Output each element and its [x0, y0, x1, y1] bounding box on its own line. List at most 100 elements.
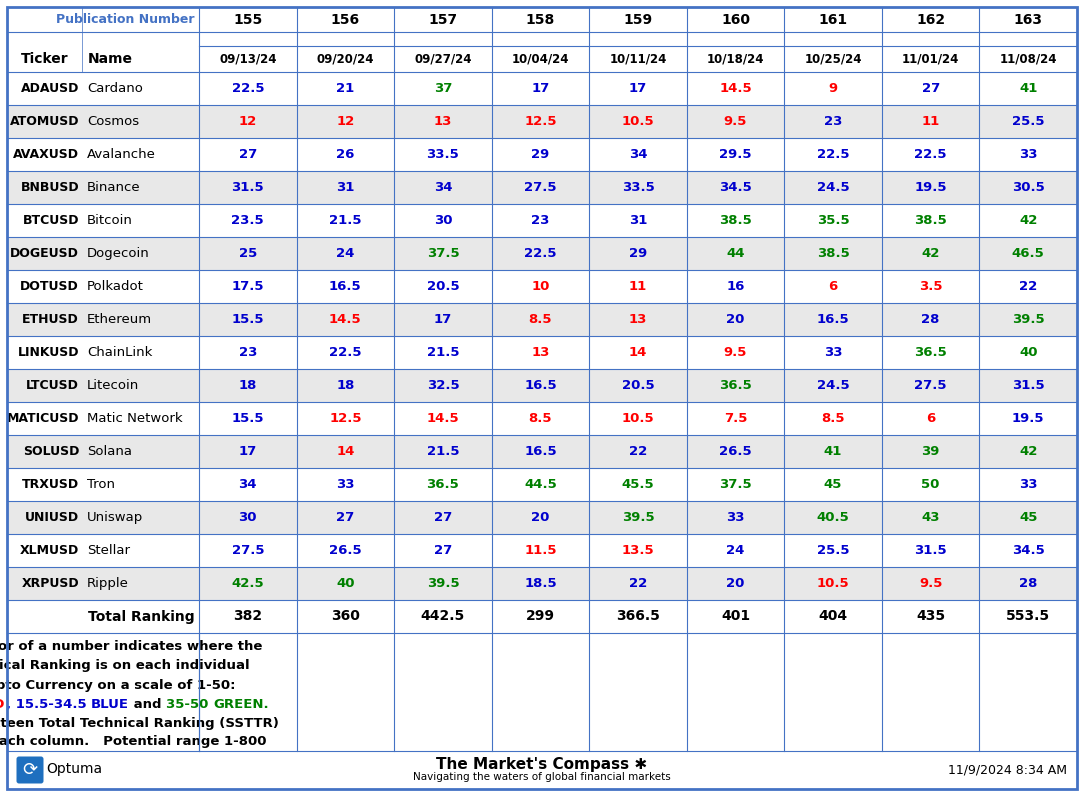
Text: 155: 155	[233, 12, 262, 27]
Text: 29: 29	[531, 148, 550, 161]
Text: 39.5: 39.5	[622, 511, 655, 524]
Text: 36.5: 36.5	[719, 379, 752, 392]
Text: 40: 40	[1019, 346, 1037, 359]
Text: Binance: Binance	[87, 181, 141, 194]
Text: TRXUSD: TRXUSD	[22, 478, 79, 491]
Text: Technical Ranking is on each individual: Technical Ranking is on each individual	[0, 659, 249, 672]
Text: 42: 42	[921, 247, 940, 260]
Bar	[7, 402, 1077, 435]
Bar	[7, 501, 1077, 534]
FancyBboxPatch shape	[16, 757, 43, 783]
Text: Cardano: Cardano	[87, 82, 143, 95]
Text: 382: 382	[233, 609, 262, 624]
Text: Ripple: Ripple	[87, 577, 129, 590]
Text: Tron: Tron	[87, 478, 115, 491]
Text: 34: 34	[238, 478, 257, 491]
Text: 50: 50	[921, 478, 940, 491]
Text: 30: 30	[434, 214, 452, 227]
Text: 27: 27	[434, 511, 452, 524]
Text: AVAXUSD: AVAXUSD	[13, 148, 79, 161]
Text: 18: 18	[336, 379, 354, 392]
Text: ATOMUSD: ATOMUSD	[10, 115, 79, 128]
Text: 11: 11	[921, 115, 940, 128]
Text: 27.5: 27.5	[915, 379, 947, 392]
Text: 9.5: 9.5	[724, 115, 747, 128]
Text: 21.5: 21.5	[427, 346, 460, 359]
Text: RED: RED	[0, 697, 5, 710]
Bar	[7, 751, 1077, 789]
Text: 163: 163	[1014, 12, 1043, 27]
Text: ⟳: ⟳	[23, 761, 38, 779]
Text: 35-50: 35-50	[166, 697, 212, 710]
Text: 9.5: 9.5	[919, 577, 942, 590]
Text: 13: 13	[629, 313, 647, 326]
Text: 22: 22	[629, 445, 647, 458]
Text: 23: 23	[531, 214, 550, 227]
Bar	[7, 435, 1077, 468]
Text: Publication Number: Publication Number	[56, 13, 195, 26]
Text: 22.5: 22.5	[232, 82, 264, 95]
Text: 29: 29	[629, 247, 647, 260]
Text: 18: 18	[238, 379, 257, 392]
Text: 45: 45	[1019, 511, 1037, 524]
Bar	[7, 534, 1077, 567]
Text: Dogecoin: Dogecoin	[87, 247, 150, 260]
Text: Total Ranking: Total Ranking	[89, 609, 195, 624]
Text: 17: 17	[629, 82, 647, 95]
Text: LINKUSD: LINKUSD	[17, 346, 79, 359]
Text: 16.5: 16.5	[525, 445, 557, 458]
Text: 44.5: 44.5	[524, 478, 557, 491]
Text: 16: 16	[726, 280, 745, 293]
Text: Ethereum: Ethereum	[87, 313, 152, 326]
Text: 23.5: 23.5	[232, 214, 264, 227]
Bar	[7, 171, 1077, 204]
Text: 31.5: 31.5	[232, 181, 264, 194]
Text: 442.5: 442.5	[421, 609, 465, 624]
Bar	[7, 270, 1077, 303]
Text: 45: 45	[824, 478, 842, 491]
Text: Bitcoin: Bitcoin	[87, 214, 133, 227]
Text: 37.5: 37.5	[720, 478, 752, 491]
Text: 27: 27	[238, 148, 257, 161]
Text: 24: 24	[726, 544, 745, 557]
Text: 21.5: 21.5	[427, 445, 460, 458]
Text: 26.5: 26.5	[720, 445, 752, 458]
Text: 17: 17	[238, 445, 257, 458]
Text: 12: 12	[336, 115, 354, 128]
Text: 157: 157	[428, 12, 457, 27]
Text: 20.5: 20.5	[622, 379, 655, 392]
Text: DOTUSD: DOTUSD	[21, 280, 79, 293]
Text: XRPUSD: XRPUSD	[22, 577, 79, 590]
Text: The color of a number indicates where the: The color of a number indicates where th…	[0, 641, 262, 654]
Text: 41: 41	[1019, 82, 1037, 95]
Text: 33: 33	[1019, 478, 1037, 491]
Text: 35.5: 35.5	[817, 214, 850, 227]
Text: 33: 33	[336, 478, 354, 491]
Text: 09/20/24: 09/20/24	[317, 53, 374, 66]
Text: 8.5: 8.5	[529, 412, 552, 425]
Text: 9: 9	[828, 82, 838, 95]
Text: 25: 25	[238, 247, 257, 260]
Text: 17: 17	[434, 313, 452, 326]
Text: 9.5: 9.5	[724, 346, 747, 359]
Text: 14.5: 14.5	[330, 313, 362, 326]
Text: 13.5: 13.5	[622, 544, 655, 557]
Text: 6: 6	[926, 412, 935, 425]
Text: 17: 17	[531, 82, 550, 95]
Text: 19.5: 19.5	[1012, 412, 1045, 425]
Text: 7.5: 7.5	[724, 412, 747, 425]
Bar	[7, 138, 1077, 171]
Text: Uniswap: Uniswap	[87, 511, 143, 524]
Text: ADAUSD: ADAUSD	[21, 82, 79, 95]
Text: 10/11/24: 10/11/24	[609, 53, 667, 66]
Text: 33: 33	[726, 511, 745, 524]
Text: 20: 20	[531, 511, 550, 524]
Text: 366.5: 366.5	[616, 609, 660, 624]
Text: 24: 24	[336, 247, 354, 260]
Text: 23: 23	[238, 346, 257, 359]
Text: 42.5: 42.5	[232, 577, 264, 590]
Text: Ticker: Ticker	[21, 52, 68, 66]
Bar	[7, 336, 1077, 369]
Text: 39.5: 39.5	[1011, 313, 1045, 326]
Text: Matic Network: Matic Network	[87, 412, 182, 425]
